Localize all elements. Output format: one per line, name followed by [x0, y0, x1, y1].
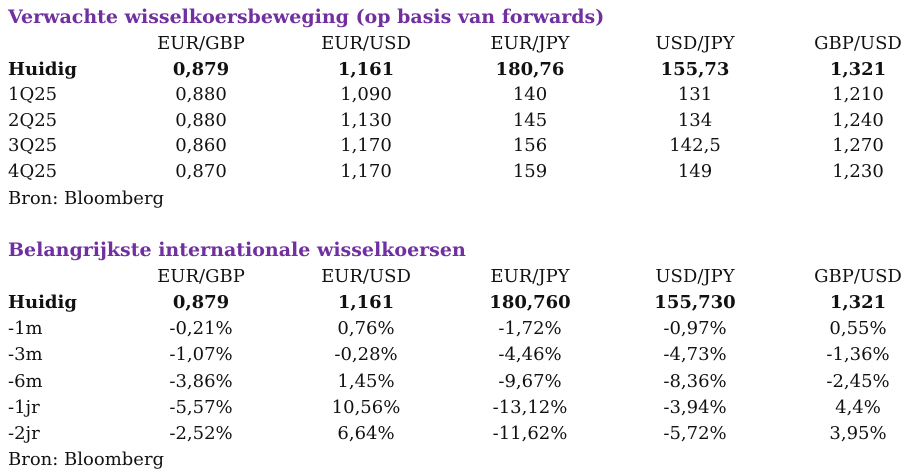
row-label: Huidig: [8, 59, 77, 80]
row-label: -3m: [8, 344, 43, 365]
table-cell: 3,95%: [829, 423, 887, 444]
table-cell: 0,879: [172, 59, 230, 80]
table-cell: 1,161: [337, 292, 395, 313]
table-row: -1jr -5,57% 10,56% -13,12% -3,94% 4,4%: [0, 395, 912, 421]
row-label: 4Q25: [8, 161, 58, 182]
row-label: 3Q25: [8, 135, 58, 156]
table-cell: -2,52%: [169, 423, 233, 444]
source-note: Bron: Bloomberg: [8, 449, 165, 470]
table-cell: -11,62%: [492, 423, 568, 444]
table-row: 1Q25 0,880 1,090 140 131 1,210: [0, 82, 912, 108]
row-label: 1Q25: [8, 84, 58, 105]
forward-table-title: Verwachte wisselkoersbeweging (op basis …: [8, 6, 605, 28]
table-cell: 10,56%: [331, 397, 401, 418]
source-note: Bron: Bloomberg: [8, 188, 165, 209]
table-cell: 1,270: [832, 135, 884, 156]
table-cell: 145: [512, 110, 548, 131]
table-cell: 1,161: [337, 59, 395, 80]
table-row: 2Q25 0,880 1,130 145 134 1,240: [0, 108, 912, 134]
column-header: GBP/USD: [814, 33, 902, 54]
forward-table-header: EUR/GBP EUR/USD EUR/JPY USD/JPY GBP/USD: [0, 31, 912, 57]
table-cell: -4,46%: [498, 344, 562, 365]
table-row: -6m -3,86% 1,45% -9,67% -8,36% -2,45%: [0, 369, 912, 395]
column-header: EUR/GBP: [157, 33, 245, 54]
column-header: USD/JPY: [655, 266, 735, 287]
table-cell: -5,57%: [169, 397, 233, 418]
table-cell: 0,76%: [337, 318, 395, 339]
table-cell: 180,76: [495, 59, 565, 80]
column-header: EUR/JPY: [490, 266, 570, 287]
table-cell: 1,321: [829, 59, 887, 80]
column-header: EUR/GBP: [157, 266, 245, 287]
table-cell: 1,230: [832, 161, 884, 182]
table-cell: 6,64%: [337, 423, 395, 444]
row-label: 2Q25: [8, 110, 58, 131]
table-cell: 140: [512, 84, 548, 105]
table-cell: 180,760: [489, 292, 571, 313]
table-cell: -13,12%: [492, 397, 568, 418]
table-cell: -5,72%: [663, 423, 727, 444]
table-cell: -1,07%: [169, 344, 233, 365]
table-cell: 1,240: [832, 110, 884, 131]
table-cell: 149: [677, 161, 713, 182]
table-row: -3m -1,07% -0,28% -4,46% -4,73% -1,36%: [0, 342, 912, 368]
row-label: -1m: [8, 318, 43, 339]
table-cell: 1,321: [829, 292, 887, 313]
row-label: -6m: [8, 371, 43, 392]
table-cell: -1,36%: [826, 344, 890, 365]
table-cell: 156: [512, 135, 548, 156]
table-cell: 131: [677, 84, 713, 105]
table-cell: 1,130: [340, 110, 392, 131]
column-header: GBP/USD: [814, 266, 902, 287]
table-row: 4Q25 0,870 1,170 159 149 1,230: [0, 159, 912, 185]
table-cell: -1,72%: [498, 318, 562, 339]
table-cell: 0,870: [175, 161, 227, 182]
table-cell: 155,730: [654, 292, 736, 313]
column-header: EUR/USD: [321, 266, 411, 287]
table-cell: -8,36%: [663, 371, 727, 392]
table-cell: 0,880: [175, 110, 227, 131]
table-cell: -0,97%: [663, 318, 727, 339]
table-cell: 0,55%: [829, 318, 887, 339]
column-header: USD/JPY: [655, 33, 735, 54]
table-cell: 155,73: [660, 59, 730, 80]
table-cell: 0,860: [175, 135, 227, 156]
row-label: -1jr: [8, 397, 40, 418]
column-header: EUR/JPY: [490, 33, 570, 54]
table-cell: 1,210: [832, 84, 884, 105]
table-row: Huidig 0,879 1,161 180,76 155,73 1,321: [0, 57, 912, 83]
table-row: -2jr -2,52% 6,64% -11,62% -5,72% 3,95%: [0, 421, 912, 447]
table-cell: 134: [677, 110, 713, 131]
table-cell: 1,170: [340, 135, 392, 156]
table-cell: 4,4%: [835, 397, 881, 418]
table-row: 3Q25 0,860 1,170 156 142,5 1,270: [0, 133, 912, 159]
table-cell: -3,86%: [169, 371, 233, 392]
row-label: -2jr: [8, 423, 40, 444]
exchange-rates-table-header: EUR/GBP EUR/USD EUR/JPY USD/JPY GBP/USD: [0, 264, 912, 290]
table-cell: -4,73%: [663, 344, 727, 365]
table-cell: -0,21%: [169, 318, 233, 339]
table-row: Huidig 0,879 1,161 180,760 155,730 1,321: [0, 290, 912, 316]
table-cell: -3,94%: [663, 397, 727, 418]
table-cell: -9,67%: [498, 371, 562, 392]
column-header: EUR/USD: [321, 33, 411, 54]
table-cell: 0,880: [175, 84, 227, 105]
table-cell: 1,090: [340, 84, 392, 105]
table-cell: -2,45%: [826, 371, 890, 392]
exchange-rates-table-title: Belangrijkste internationale wisselkoers…: [8, 239, 466, 261]
table-cell: 1,170: [340, 161, 392, 182]
table-cell: 0,879: [172, 292, 230, 313]
table-cell: -0,28%: [334, 344, 398, 365]
table-row: -1m -0,21% 0,76% -1,72% -0,97% 0,55%: [0, 316, 912, 342]
table-cell: 1,45%: [337, 371, 395, 392]
row-label: Huidig: [8, 292, 77, 313]
table-cell: 142,5: [669, 135, 721, 156]
table-cell: 159: [512, 161, 548, 182]
